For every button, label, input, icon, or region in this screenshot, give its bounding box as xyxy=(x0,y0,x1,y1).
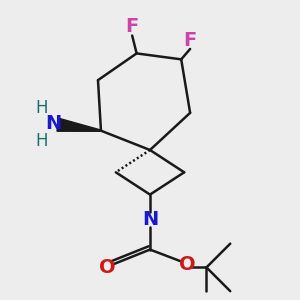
Text: O: O xyxy=(99,258,115,277)
Text: N: N xyxy=(45,114,62,133)
Text: F: F xyxy=(184,31,197,50)
Text: H: H xyxy=(35,99,48,117)
Text: H: H xyxy=(35,132,48,150)
Text: O: O xyxy=(179,255,196,274)
Text: F: F xyxy=(125,17,139,36)
Polygon shape xyxy=(57,118,101,131)
Text: N: N xyxy=(142,210,158,229)
